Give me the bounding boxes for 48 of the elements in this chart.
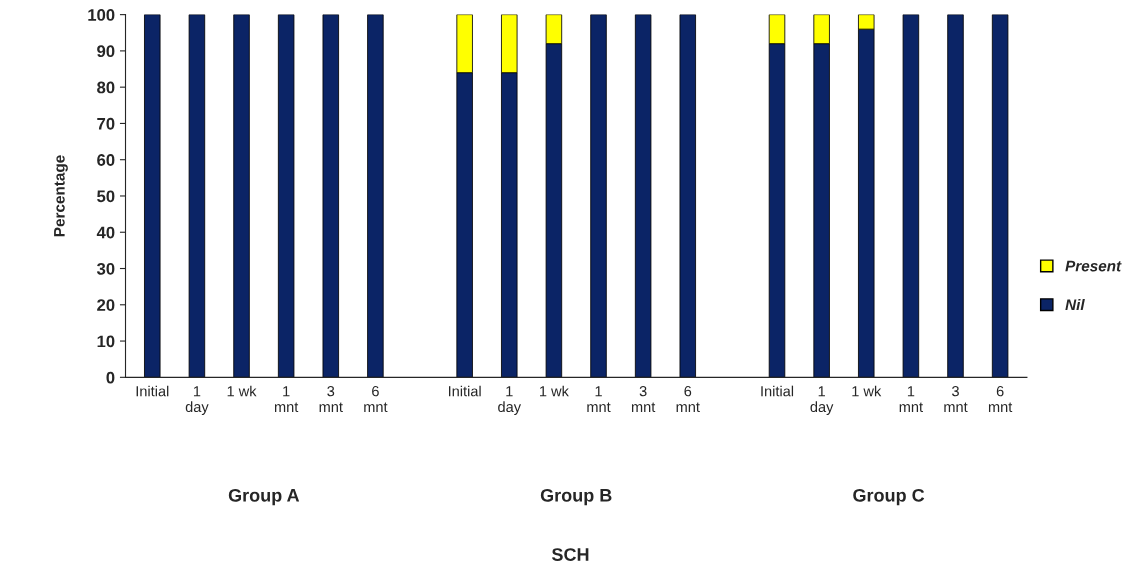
bar bbox=[367, 14, 384, 378]
bar bbox=[947, 14, 964, 378]
bar bbox=[188, 14, 206, 378]
legend-label: Present bbox=[1065, 260, 1122, 272]
bar bbox=[144, 14, 161, 378]
y-tick-label: 0 bbox=[106, 371, 115, 384]
x-tick-label: 6 mnt bbox=[988, 386, 1013, 413]
bar bbox=[322, 14, 340, 378]
y-tick-label: 90 bbox=[97, 45, 115, 58]
text: Group C bbox=[853, 488, 925, 506]
x-tick-label: 1 mnt bbox=[899, 386, 923, 413]
y-axis-title: Percentage bbox=[54, 155, 68, 237]
bar bbox=[277, 14, 295, 378]
y-tick-label: 100 bbox=[88, 9, 115, 21]
x-tick-label: 6 mnt bbox=[676, 386, 700, 413]
text: Group B bbox=[540, 488, 612, 506]
y-tick-label: 10 bbox=[97, 335, 115, 348]
x-tick-label: 6 mnt bbox=[364, 386, 388, 413]
x-tick-label: Initial bbox=[136, 385, 169, 397]
y-tick-label: 60 bbox=[97, 154, 115, 166]
x-tick-label: 1 wk bbox=[227, 385, 257, 397]
x-tick-label: 1 wk bbox=[852, 385, 882, 397]
text: SCH bbox=[551, 548, 589, 561]
bar bbox=[679, 14, 696, 378]
bar bbox=[991, 14, 1009, 378]
bar bbox=[590, 14, 607, 378]
bar bbox=[233, 14, 250, 378]
y-tick-label: 50 bbox=[97, 190, 115, 203]
y-tick-label: 70 bbox=[97, 117, 115, 130]
y-tick-label: 40 bbox=[96, 226, 115, 239]
x-tick-label: 1 mnt bbox=[274, 386, 299, 413]
x-tick-label: 1 mnt bbox=[587, 386, 611, 413]
x-tick-label: Initial bbox=[761, 385, 794, 397]
x-tick-label: Initial bbox=[448, 385, 481, 397]
x-tick-label: 3 mnt bbox=[631, 386, 656, 413]
y-tick-label: 30 bbox=[96, 262, 115, 275]
y-tick-label: 80 bbox=[97, 81, 115, 94]
x-tick-label: 1 wk bbox=[540, 385, 569, 397]
x-tick-label: 3 mnt bbox=[319, 386, 343, 413]
bar bbox=[634, 14, 652, 378]
x-tick-label: 3 mnt bbox=[944, 386, 968, 413]
bar bbox=[902, 14, 920, 378]
text: Group A bbox=[228, 488, 300, 506]
y-tick-label: 20 bbox=[97, 299, 115, 311]
x-tick-label: 1 day bbox=[498, 386, 521, 415]
x-tick-label: 1 day bbox=[185, 386, 209, 415]
x-tick-label: 1 day bbox=[810, 386, 834, 415]
legend-label: Nil bbox=[1065, 298, 1085, 311]
